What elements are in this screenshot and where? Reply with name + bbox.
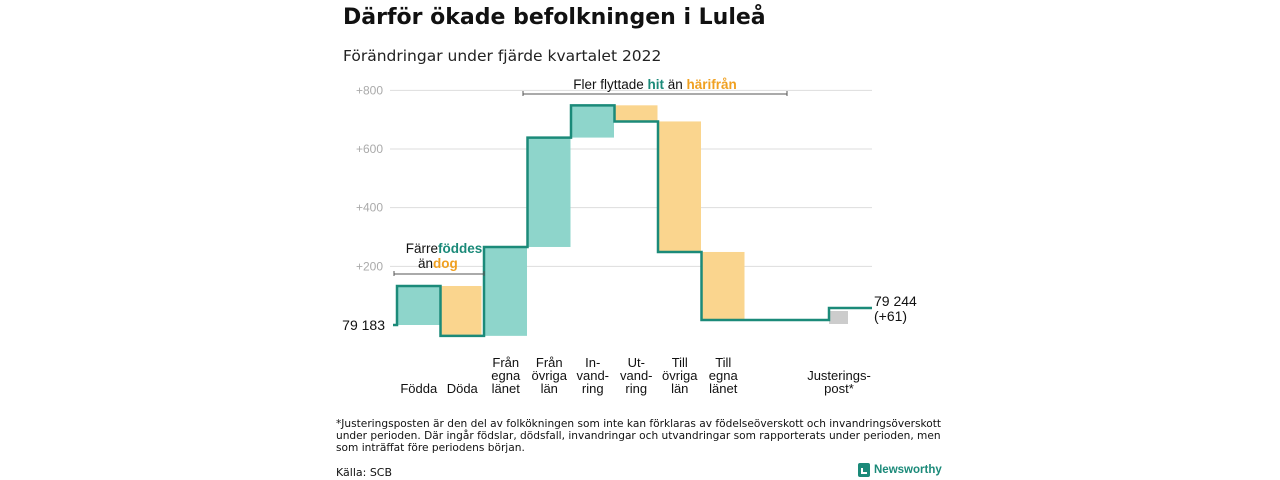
y-tick-label: +600 — [356, 142, 383, 156]
y-tick-label: +400 — [356, 201, 383, 215]
category-label: Ut- — [628, 355, 645, 370]
chart-subtitle: Förändringar under fjärde kvartalet 2022 — [343, 47, 662, 65]
waterfall-bar — [658, 121, 701, 252]
category-label: länet — [492, 381, 521, 396]
category-label: In- — [585, 355, 600, 370]
category-label: Från — [536, 355, 563, 370]
annotation-text: Färre — [406, 241, 438, 256]
category-label: övriga — [662, 368, 698, 383]
category-label: egna — [491, 368, 521, 383]
waterfall-bar — [701, 251, 745, 321]
brand-name: Newsworthy — [874, 464, 942, 476]
category-label: Till — [715, 355, 731, 370]
category-label: ring — [625, 381, 647, 396]
waterfall-bar — [397, 285, 440, 325]
waterfall-bar — [614, 105, 658, 122]
y-tick-label: +800 — [356, 83, 383, 97]
category-label: län — [671, 381, 688, 396]
source-label: Källa: SCB — [336, 466, 393, 479]
chart-title: Därför ökade befolkningen i Luleå — [343, 5, 766, 30]
cumulative-step-line — [393, 104, 872, 338]
category-label: ring — [582, 381, 604, 396]
category-label: övriga — [532, 368, 568, 383]
category-label: Till — [672, 355, 688, 370]
annotation-highlight-orange: dog — [433, 256, 458, 271]
category-label: Från — [492, 355, 519, 370]
category-label: egna — [709, 368, 739, 383]
waterfall-bar — [829, 311, 848, 324]
waterfall-bar — [527, 137, 571, 247]
category-label: länet — [709, 381, 738, 396]
end-value-label: 79 244 — [874, 293, 917, 309]
waterfall-bar — [571, 105, 614, 138]
waterfall-bar — [440, 285, 482, 336]
start-value-label: 79 183 — [342, 317, 385, 333]
brand-logo[interactable]: Newsworthy — [858, 463, 942, 477]
annotation-text: än — [418, 256, 433, 271]
category-label: Justerings- — [807, 368, 871, 383]
newsworthy-icon — [858, 463, 870, 477]
annotation-bracket — [522, 91, 788, 96]
category-label: Döda — [447, 381, 479, 396]
end-change-label: (+61) — [874, 308, 907, 324]
waterfall-bar — [484, 246, 527, 336]
category-label: vand- — [620, 368, 653, 383]
footnote: *Justeringsposten är den del av folkökni… — [336, 418, 942, 454]
annotation-text: Fler flyttade hit än härifrån — [573, 77, 737, 92]
annotation-bracket — [393, 271, 485, 276]
y-tick-label: +200 — [356, 259, 383, 273]
category-label: län — [541, 381, 558, 396]
category-label: post* — [824, 381, 854, 396]
category-label: vand- — [576, 368, 609, 383]
annotation-highlight-teal: föddes — [438, 241, 482, 256]
category-label: Födda — [400, 381, 438, 396]
